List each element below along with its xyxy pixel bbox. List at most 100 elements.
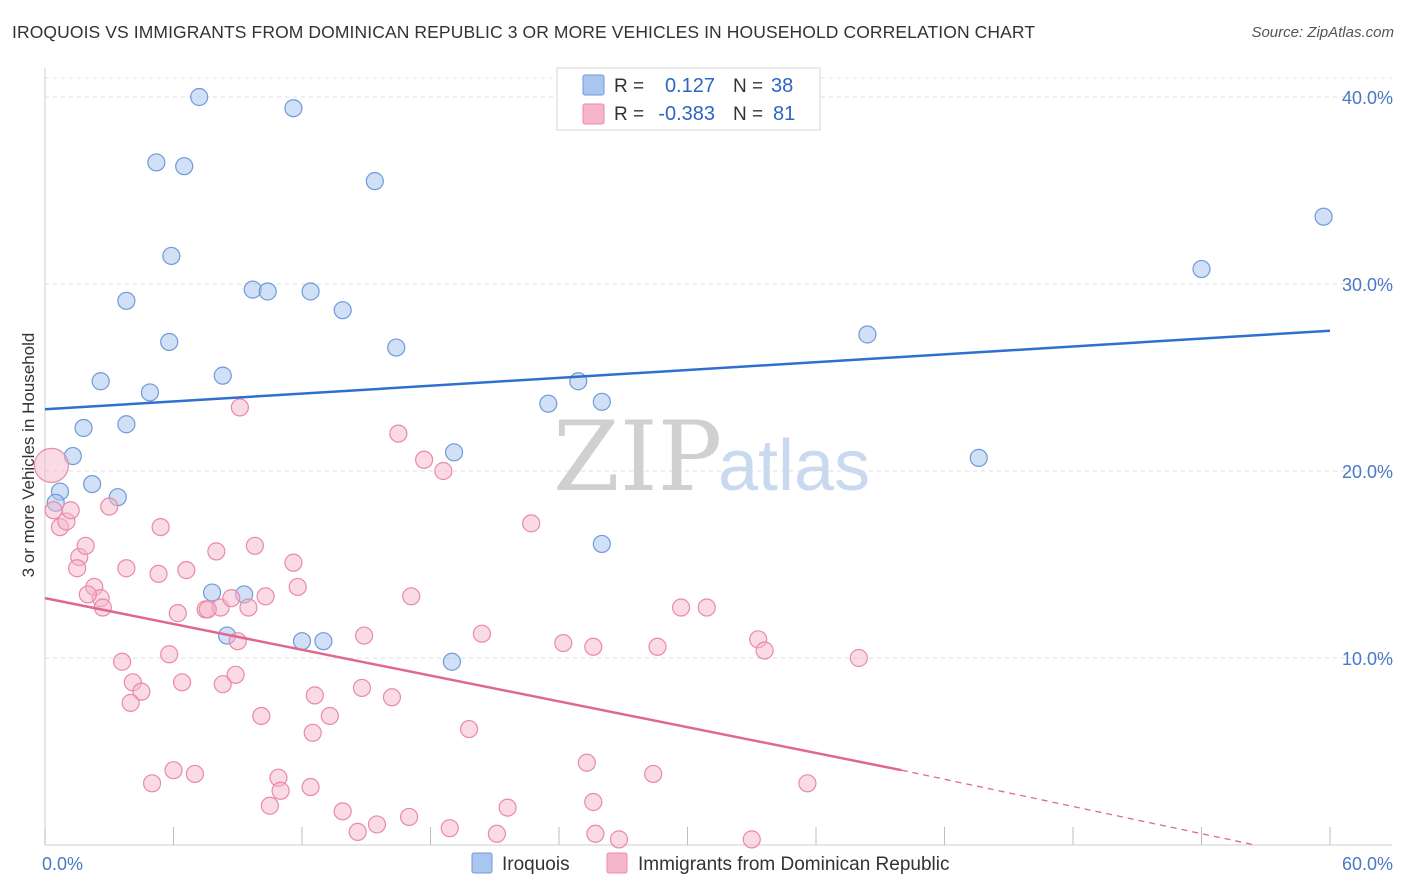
- point-dominican: [76, 536, 95, 555]
- point-dominican: [755, 641, 774, 660]
- point-dominican: [245, 536, 264, 555]
- point-iroquois: [202, 583, 222, 602]
- point-dominican: [414, 450, 434, 469]
- y-tick-label: 30.0%: [1342, 275, 1393, 295]
- point-dominican: [586, 824, 605, 843]
- point-iroquois: [258, 282, 277, 301]
- point-iroquois: [117, 291, 136, 310]
- x-tick-label: 0.0%: [42, 854, 83, 874]
- point-dominican: [151, 517, 170, 537]
- legend-n-value-1: 38: [771, 75, 793, 97]
- point-iroquois: [213, 366, 232, 385]
- bottom-legend-label-iroquois: Iroquois: [502, 854, 570, 875]
- point-dominican: [142, 774, 162, 793]
- legend-n-label-2: N =: [733, 104, 763, 125]
- trend-line-iroquois: [44, 329, 1331, 411]
- point-iroquois: [74, 418, 93, 438]
- point-dominican: [355, 626, 374, 645]
- bottom-legend: Iroquois Immigrants from Dominican Repub…: [471, 852, 950, 875]
- point-dominican: [256, 587, 275, 606]
- point-iroquois: [190, 87, 209, 107]
- point-dominican: [288, 577, 307, 597]
- point-dominican: [271, 781, 290, 800]
- point-dominican: [252, 706, 271, 726]
- point-dominican: [459, 719, 479, 739]
- legend-r-value-2: -0.383: [658, 103, 715, 125]
- point-dominican: [284, 553, 303, 572]
- point-iroquois: [365, 172, 384, 191]
- y-tick-label: 10.0%: [1342, 649, 1393, 669]
- point-dominican: [440, 819, 459, 838]
- point-dominican: [352, 678, 372, 698]
- point-dominican: [207, 542, 226, 561]
- point-dominican: [554, 633, 573, 653]
- point-dominican: [226, 665, 245, 684]
- point-dominican: [487, 824, 506, 843]
- x-tick-label: 60.0%: [1342, 854, 1393, 874]
- point-dominican: [303, 723, 322, 742]
- source-label: Source: ZipAtlas.com: [1251, 24, 1394, 41]
- point-dominican: [198, 600, 217, 619]
- point-iroquois: [301, 282, 320, 301]
- point-dominican: [522, 514, 541, 533]
- point-dominican: [33, 447, 70, 483]
- point-iroquois: [442, 652, 462, 671]
- point-iroquois: [387, 338, 406, 357]
- point-iroquois: [243, 280, 262, 299]
- data-points: [33, 87, 1333, 849]
- point-dominican: [68, 559, 87, 578]
- point-dominican: [172, 673, 192, 692]
- trend-line-dominican-extension: [901, 769, 1256, 846]
- point-dominican: [320, 706, 339, 726]
- point-dominican: [798, 774, 817, 793]
- point-dominican: [168, 604, 187, 623]
- point-dominican: [584, 792, 603, 812]
- point-dominican: [644, 764, 663, 784]
- point-iroquois: [175, 157, 194, 176]
- point-iroquois: [140, 383, 160, 402]
- point-dominican: [382, 688, 402, 707]
- axes: 10.0% 20.0% 30.0% 40.0% 0.0% 60.0%: [42, 68, 1393, 874]
- point-dominican: [301, 777, 320, 797]
- watermark-zip: ZIP: [553, 401, 722, 513]
- point-dominican: [849, 648, 868, 668]
- point-dominican: [239, 598, 258, 617]
- legend-swatch-iroquois: [582, 74, 605, 96]
- point-iroquois: [1192, 259, 1211, 279]
- legend-r-label-2: R =: [614, 104, 644, 125]
- point-dominican: [584, 637, 603, 656]
- point-iroquois: [162, 246, 181, 266]
- bottom-legend-swatch-dominican: [606, 852, 628, 874]
- point-iroquois: [969, 448, 988, 468]
- point-dominican: [367, 815, 387, 834]
- point-dominican: [402, 587, 421, 606]
- point-dominican: [577, 753, 596, 772]
- point-iroquois: [83, 474, 102, 494]
- legend-r-label-1: R =: [614, 76, 644, 97]
- trend-line-dominican: [44, 596, 902, 772]
- point-dominican: [230, 398, 249, 417]
- chart-title: IROQUOIS VS IMMIGRANTS FROM DOMINICAN RE…: [12, 22, 1036, 42]
- point-dominican: [399, 807, 419, 827]
- point-dominican: [121, 693, 140, 712]
- point-dominican: [609, 830, 629, 849]
- point-dominican: [160, 645, 179, 664]
- point-iroquois: [160, 332, 179, 352]
- y-axis-label: 3 or more Vehicles in Household: [19, 333, 38, 578]
- point-dominican: [185, 764, 205, 784]
- point-dominican: [213, 675, 232, 694]
- point-iroquois: [292, 632, 312, 651]
- point-dominican: [117, 559, 136, 578]
- legend-swatch-dominican: [582, 103, 605, 125]
- point-dominican: [149, 564, 168, 583]
- point-iroquois: [314, 632, 333, 651]
- point-dominican: [305, 686, 324, 705]
- y-tick-label: 40.0%: [1342, 88, 1393, 108]
- point-dominican: [177, 561, 196, 580]
- point-iroquois: [91, 372, 110, 391]
- trend-lines: [44, 329, 1331, 846]
- point-iroquois: [444, 443, 464, 462]
- point-iroquois: [592, 534, 611, 554]
- point-dominican: [61, 501, 80, 520]
